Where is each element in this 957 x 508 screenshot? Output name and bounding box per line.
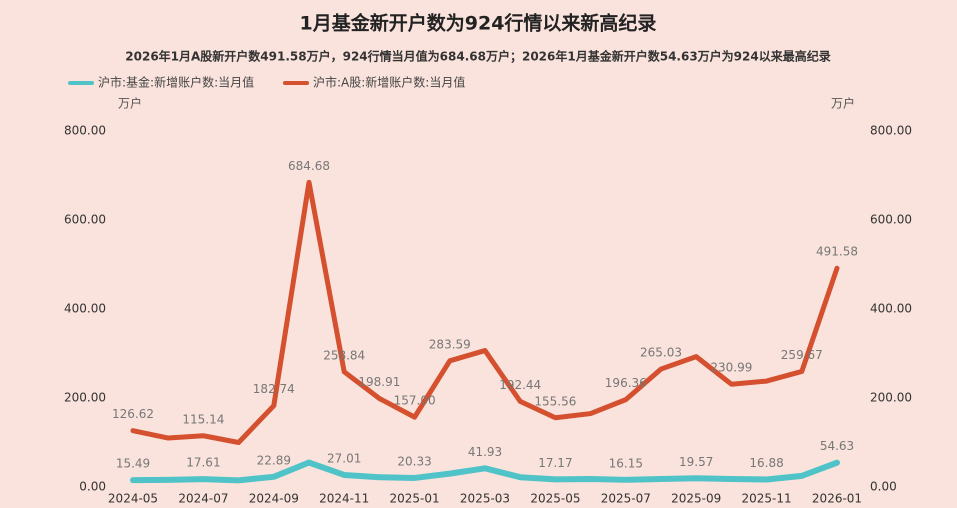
data-label: 684.68 xyxy=(288,159,330,173)
data-label: 126.62 xyxy=(112,407,154,421)
x-tick-label: 2025-05 xyxy=(530,492,580,506)
data-label: 198.91 xyxy=(358,375,400,389)
data-label: 17.17 xyxy=(538,456,572,470)
data-label: 283.59 xyxy=(429,337,471,351)
series-line xyxy=(130,459,840,484)
y2-tick-label: 400.00 xyxy=(870,302,912,316)
x-tick-label: 2025-09 xyxy=(671,492,721,506)
y-tick-label: 600.00 xyxy=(64,213,106,227)
x-tick-label: 2025-11 xyxy=(742,492,792,506)
chart-title: 1月基金新开户数为924行情以来新高纪录 xyxy=(300,12,657,35)
data-label: 20.33 xyxy=(397,454,431,468)
y-tick-label: 800.00 xyxy=(64,124,106,138)
data-label: 258.84 xyxy=(323,348,365,362)
y-tick-label: 200.00 xyxy=(64,391,106,405)
data-label: 19.57 xyxy=(679,455,713,469)
x-tick-label: 2024-11 xyxy=(319,492,369,506)
x-tick-label: 2024-07 xyxy=(178,492,228,506)
y2-tick-label: 600.00 xyxy=(870,213,912,227)
data-label: 259.67 xyxy=(781,348,823,362)
x-tick-label: 2024-09 xyxy=(249,492,299,506)
y2-tick-label: 800.00 xyxy=(870,124,912,138)
y-tick-label: 0.00 xyxy=(79,480,106,494)
x-tick-label: 2025-07 xyxy=(601,492,651,506)
y-unit: 万户 xyxy=(118,96,142,111)
y2-unit: 万户 xyxy=(831,96,855,111)
data-label: 41.93 xyxy=(468,445,502,459)
data-label: 22.89 xyxy=(257,453,291,467)
data-label: 16.15 xyxy=(609,456,643,470)
data-label: 17.61 xyxy=(186,456,220,470)
x-tick-label: 2024-05 xyxy=(108,492,158,506)
data-label: 115.14 xyxy=(182,412,224,426)
data-label: 182.74 xyxy=(253,382,295,396)
y2-tick-label: 200.00 xyxy=(870,391,912,405)
data-label: 157.00 xyxy=(394,394,436,408)
data-label: 265.03 xyxy=(640,346,682,360)
data-label: 27.01 xyxy=(327,451,361,465)
data-label: 16.88 xyxy=(749,456,783,470)
y-tick-label: 400.00 xyxy=(64,302,106,316)
series-line xyxy=(130,179,840,445)
data-label: 230.99 xyxy=(710,361,752,375)
y2-tick-label: 0.00 xyxy=(870,480,897,494)
data-label: 54.63 xyxy=(820,439,854,453)
data-label: 196.36 xyxy=(605,376,647,390)
legend-label: 沪市:A股:新增账户数:当月值 xyxy=(313,75,465,90)
x-tick-label: 2025-01 xyxy=(390,492,440,506)
data-label: 155.56 xyxy=(534,394,576,408)
x-tick-label: 2026-01 xyxy=(812,492,862,506)
x-tick-label: 2025-03 xyxy=(460,492,510,506)
legend-label: 沪市:基金:新增账户数:当月值 xyxy=(98,75,254,90)
data-label: 491.58 xyxy=(816,245,858,259)
data-label: 15.49 xyxy=(116,457,150,471)
data-label: 192.44 xyxy=(499,378,541,392)
chart-subtitle: 2026年1月A股新开户数491.58万户，924行情当月值为684.68万户；… xyxy=(125,49,830,64)
